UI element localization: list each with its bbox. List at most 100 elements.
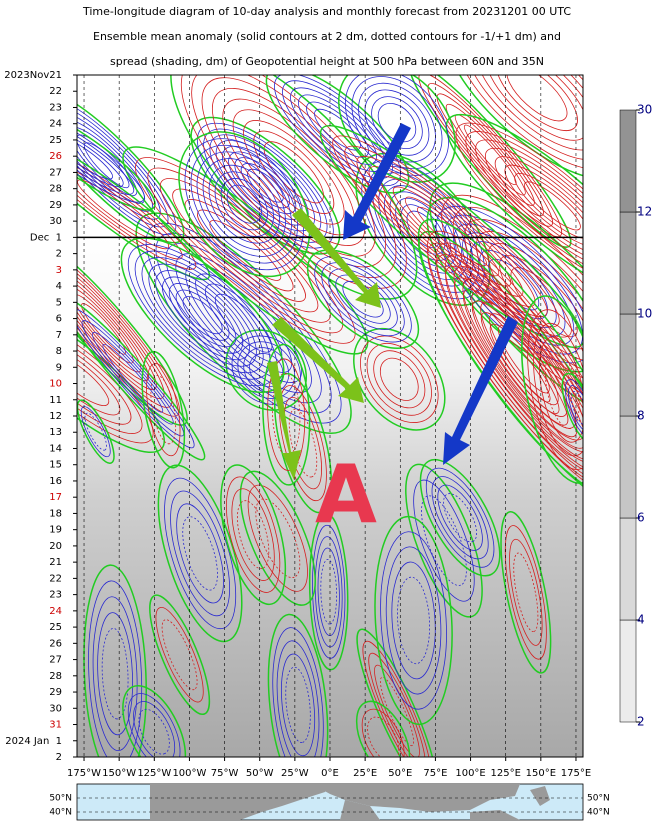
- x-tick-label: 75°E: [423, 768, 447, 779]
- contour: [480, 301, 568, 417]
- y-tick-label: 7: [56, 330, 62, 341]
- y-tick-label: 15: [49, 460, 62, 471]
- contour: [101, 628, 129, 720]
- y-tick-label: 30: [49, 216, 62, 227]
- contour: [81, 320, 185, 437]
- contour: [443, 493, 478, 543]
- contour: [170, 490, 231, 617]
- contour: [97, 612, 133, 736]
- y-tick-label: Dec 1: [30, 232, 62, 243]
- arrow: [292, 208, 381, 308]
- contour: [453, 266, 583, 453]
- y-tick-label: 23: [49, 590, 62, 601]
- contour: [368, 652, 426, 757]
- x-tick-label: 50°E: [388, 768, 412, 779]
- contour: [360, 335, 439, 423]
- y-tick-label: 22: [49, 573, 62, 584]
- contour: [358, 82, 436, 163]
- contour: [161, 619, 198, 691]
- contour: [83, 142, 130, 189]
- contour: [285, 666, 311, 743]
- contour: [489, 313, 559, 406]
- y-tick-label: 28: [49, 671, 62, 682]
- contour: [77, 323, 143, 434]
- zero-contour: [355, 700, 411, 757]
- y-tick-label: 10: [49, 379, 62, 390]
- colorbar-band: [619, 211, 637, 315]
- contour: [431, 476, 489, 560]
- contour: [464, 75, 583, 161]
- zero-contour: [220, 464, 287, 606]
- y-tick-label: 2024 Jan 1: [5, 736, 62, 747]
- y-tick-label: 20: [49, 541, 62, 552]
- contour: [462, 277, 583, 441]
- y-tick-label: 9: [56, 362, 62, 373]
- x-tick-label: 0°E: [321, 768, 339, 779]
- contour: [220, 178, 268, 231]
- contour: [77, 103, 169, 228]
- contour: [356, 155, 548, 318]
- contour: [367, 716, 400, 757]
- x-tick-label: 75°W: [211, 768, 239, 779]
- colorbar-band: [619, 415, 637, 519]
- y-tick-label: 27: [49, 167, 62, 178]
- contour: [165, 243, 322, 404]
- contour: [281, 653, 316, 757]
- zero-contour: [225, 329, 308, 411]
- zero-contour: [443, 75, 583, 180]
- x-tick-label: 100°E: [455, 768, 485, 779]
- contour: [162, 276, 244, 354]
- contour: [371, 96, 423, 149]
- contour: [80, 406, 111, 458]
- zero-contour: [141, 350, 186, 469]
- contour: [247, 484, 308, 592]
- contour: [77, 111, 145, 203]
- contour: [435, 242, 583, 476]
- map-land: [340, 786, 550, 820]
- contour: [362, 640, 432, 757]
- contour: [127, 693, 181, 757]
- colorbar: 2 4 6 8 10 12 30: [619, 103, 652, 729]
- contour: [231, 335, 301, 405]
- zero-contour: [135, 212, 352, 434]
- contour: [237, 341, 295, 399]
- y-tick-label: 29: [49, 200, 62, 211]
- contour: [155, 607, 204, 703]
- arrow: [272, 317, 364, 403]
- y-tick-label: 3: [56, 265, 62, 276]
- zero-contour: [190, 116, 341, 255]
- contour: [202, 158, 286, 251]
- axes: 175°W 150°W 125°W 100°W 75°W 50°W 25°W 0°E 25°E 5…: [4, 70, 591, 779]
- contour: [392, 186, 512, 287]
- contour: [237, 500, 270, 570]
- contour: [494, 156, 583, 256]
- y-tick-label: 2023Nov21: [4, 70, 62, 81]
- y-tick-label: 6: [56, 314, 62, 325]
- y-tick-label: 2: [56, 752, 62, 763]
- y-tick-label: 25: [49, 622, 62, 633]
- colorbar-label: 30: [637, 103, 652, 117]
- colorbar-band: [619, 313, 637, 417]
- contour: [190, 144, 298, 264]
- contour: [88, 580, 143, 757]
- y-tick-label: 24: [49, 119, 62, 130]
- contour: [102, 343, 164, 413]
- contour: [138, 708, 170, 755]
- arrow: [443, 316, 518, 465]
- contour: [373, 350, 426, 409]
- contour: [77, 276, 150, 382]
- arrow: [343, 123, 411, 240]
- colorbar-band: [619, 619, 637, 723]
- contour: [397, 576, 431, 665]
- contour: [377, 102, 417, 143]
- chart-title: Time-longitude diagram of 10-day analysi…: [82, 5, 571, 18]
- contour: [92, 332, 174, 425]
- contour: [77, 285, 142, 373]
- contour: [418, 75, 563, 238]
- y-tick-label: 14: [49, 443, 62, 454]
- contour: [379, 357, 419, 401]
- contour: [527, 309, 583, 470]
- zero-contour: [262, 343, 311, 486]
- y-tick-label: 25: [49, 135, 62, 146]
- y-tick-label: 30: [49, 703, 62, 714]
